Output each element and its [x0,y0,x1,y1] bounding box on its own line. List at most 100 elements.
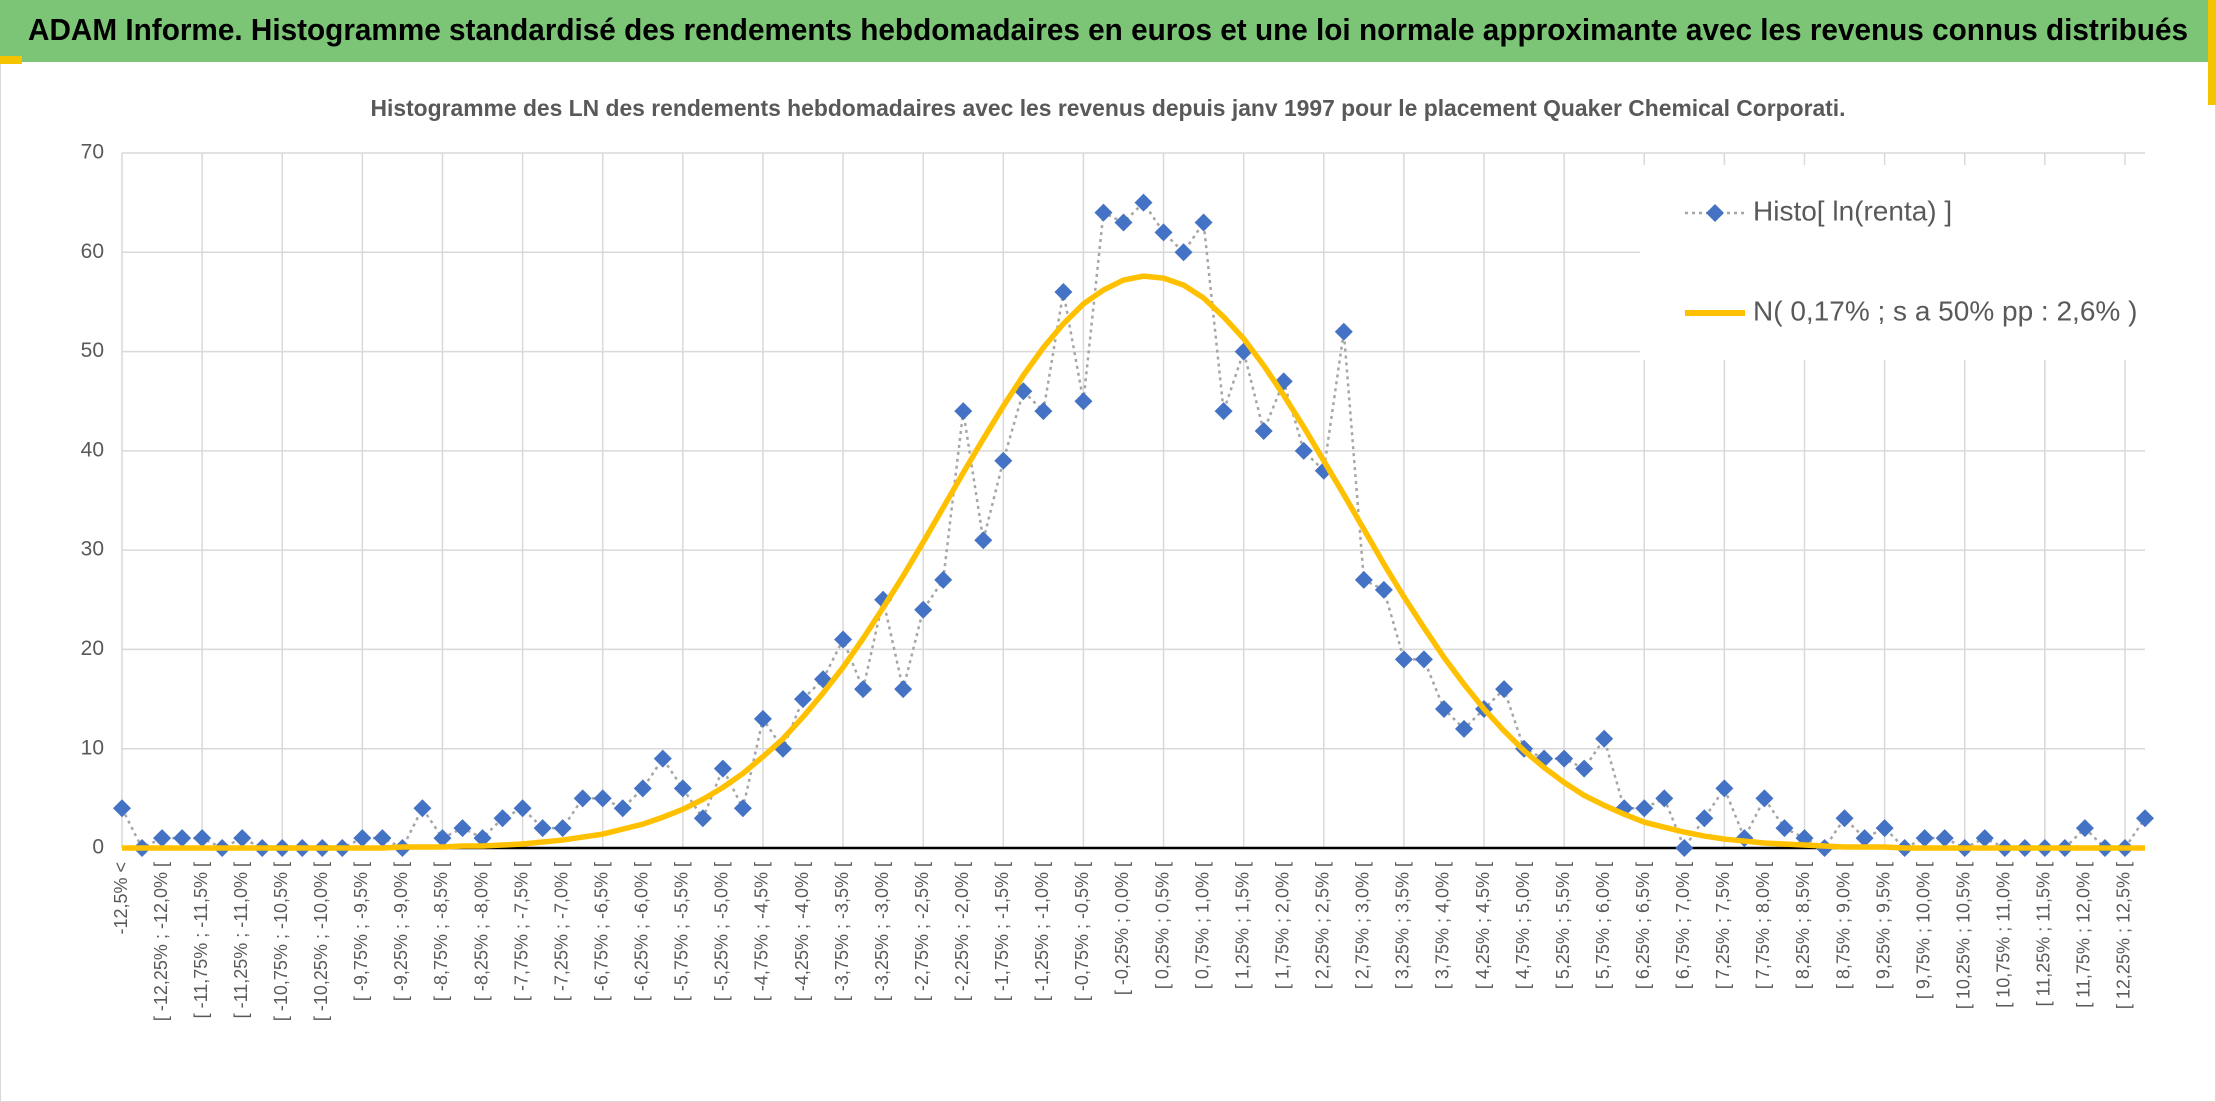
marker [693,809,712,828]
x-tick-label: [ 10,25% ; 10,5% [ [1953,862,1973,1009]
legend-marker [1706,204,1724,222]
marker [1174,243,1193,262]
x-tick-label: [ -5,25% ; -5,0% [ [712,862,732,1001]
marker [193,829,212,848]
y-tick-label: 0 [92,836,104,859]
x-tick-label: [ -9,75% ; -9,5% [ [351,862,371,1001]
marker [2136,809,2154,828]
marker [113,799,131,818]
x-tick-label: [ -10,25% ; -10,0% [ [311,862,331,1021]
marker [1414,650,1433,669]
x-tick-label: [ 0,25% ; 0,5% [ [1152,862,1172,989]
marker [1855,829,1874,848]
marker [733,799,752,818]
marker [1294,441,1313,460]
chart-title: Histogramme des LN des rendements hebdom… [371,95,1846,121]
y-tick-label: 60 [81,240,104,263]
marker [1054,283,1073,301]
marker [753,709,772,728]
x-tick-label: [ -6,25% ; -6,0% [ [632,862,652,1001]
y-tick-label: 40 [81,438,104,461]
x-tick-label: [ -12,25% ; -12,0% [ [151,862,171,1021]
x-tick-label: [ -3,75% ; -3,5% [ [832,862,852,1001]
marker [533,819,552,838]
x-tick-label: [ -8,25% ; -8,0% [ [471,862,491,1001]
marker [1935,829,1954,848]
marker [1034,402,1053,421]
y-tick-label: 20 [81,637,104,660]
marker [1394,650,1413,669]
marker [173,829,192,848]
x-tick-label: [ 1,25% ; 1,5% [ [1232,862,1252,989]
x-tick-label: [ -8,75% ; -8,5% [ [431,862,451,1001]
marker [613,799,632,818]
x-tick-label: [ 4,75% ; 5,0% [ [1513,862,1533,989]
accent [0,56,22,64]
marker [854,680,873,699]
marker [233,829,252,848]
marker [1915,829,1934,848]
marker [573,789,592,808]
marker [473,829,492,848]
marker [1875,819,1894,838]
x-tick-label: [ 2,25% ; 2,5% [ [1313,862,1333,989]
marker [1454,719,1473,738]
marker [1655,789,1674,808]
marker [1575,759,1594,778]
marker [1214,402,1233,421]
x-tick-label: [ 1,75% ; 2,0% [ [1272,862,1292,989]
y-tick-label: 50 [81,339,104,362]
page-title: ADAM Informe. Histogramme standardisé de… [28,12,2188,47]
x-tick-label: [ -1,25% ; -1,0% [ [1032,862,1052,1001]
x-tick-label: [ -2,75% ; -2,5% [ [912,862,932,1001]
marker [153,829,172,848]
x-tick-label: [ -10,75% ; -10,5% [ [271,862,291,1021]
x-tick-label: [ -7,75% ; -7,5% [ [511,862,531,1001]
marker [1715,779,1734,798]
marker [1555,749,1574,768]
marker [713,759,732,778]
marker [493,809,512,828]
x-tick-label: [ 11,25% ; 11,5% [ [2034,862,2054,1006]
x-tick-label: [ -6,75% ; -6,5% [ [591,862,611,1001]
legend-box [1640,165,2150,360]
marker [1675,839,1694,857]
x-tick-label: [ 9,75% ; 10,0% [ [1913,862,1933,999]
marker [794,690,813,709]
marker [1254,422,1273,440]
x-tick-label: [ -0,25% ; 0,0% [ [1112,862,1132,995]
x-tick-label: [ -7,25% ; -7,0% [ [551,862,571,1001]
marker [994,451,1013,470]
marker [2075,819,2094,838]
y-tick-label: 10 [81,736,104,759]
marker [1695,809,1714,828]
x-tick-label: [ -0,75% ; -0,5% [ [1072,862,1092,1001]
marker [553,819,572,838]
marker [914,600,933,619]
marker [353,829,372,848]
x-tick-label: [ -4,25% ; -4,0% [ [792,862,812,1001]
x-tick-label: [ 8,25% ; 8,5% [ [1793,862,1813,989]
marker [1755,789,1774,808]
marker [1134,193,1153,212]
marker [593,789,612,808]
marker [1975,829,1994,848]
marker [1775,819,1794,838]
marker [633,779,652,798]
legend-label: N( 0,17% ; s a 50% pp : 2,6% ) [1753,295,2137,326]
marker [1374,580,1393,599]
x-tick-label: [ -5,75% ; -5,5% [ [672,862,692,1001]
marker [653,749,672,768]
series-line [122,273,2145,851]
x-tick-label: [ 12,25% ; 12,5% [ [2114,862,2134,1009]
x-tick-label: [ -1,75% ; -1,5% [ [992,862,1012,1001]
header-band [0,0,2216,62]
marker [834,630,853,649]
legend-label: Histo[ ln(renta) ] [1753,195,1952,226]
marker [1434,700,1453,718]
x-tick-label: [ 2,75% ; 3,0% [ [1353,862,1373,989]
marker [513,799,532,818]
x-tick-label: [ -3,25% ; -3,0% [ [872,862,892,1001]
marker [1495,680,1514,699]
